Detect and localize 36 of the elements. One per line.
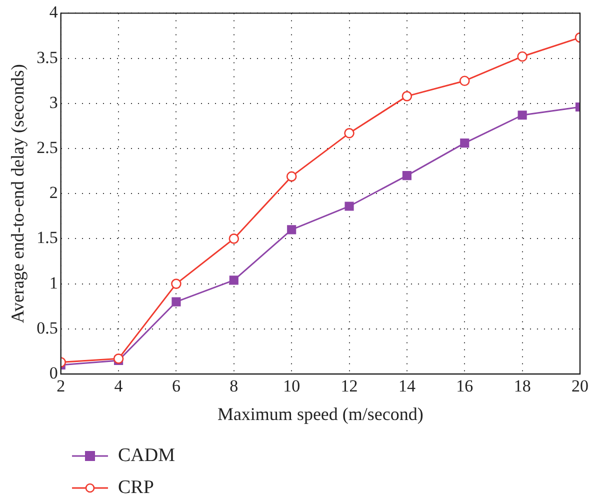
point [287, 225, 296, 234]
x-tick-label: 8 [230, 376, 238, 396]
point [228, 234, 240, 244]
point [402, 171, 412, 180]
x-tick-label: 14 [398, 376, 416, 396]
x-tick-label: 4 [114, 376, 124, 396]
x-tick-label: 20 [572, 376, 588, 396]
y-tick-label: 1.5 [36, 228, 58, 248]
y-tick-label: 4 [49, 2, 58, 22]
y-axis-title: Average end-to-end delay (seconds) [8, 64, 28, 324]
point [344, 202, 354, 211]
point [402, 91, 412, 102]
legend-label: CRP [118, 477, 154, 494]
point [517, 51, 528, 62]
y-tick-label: 0 [49, 363, 58, 382]
x-tick-label: 10 [283, 376, 300, 396]
x-axis-title: Maximum speed (m/second) [217, 404, 424, 424]
point [172, 297, 181, 306]
x-tick-label: 16 [456, 376, 474, 396]
point [459, 76, 470, 86]
point [460, 138, 470, 148]
point [344, 128, 354, 138]
point [286, 171, 297, 182]
y-tick-label: 0.5 [36, 318, 58, 338]
y-tick-label: 3 [49, 92, 58, 112]
y-tick-label: 3.5 [36, 48, 58, 67]
point [518, 110, 527, 120]
legend-label: CADM [118, 445, 176, 467]
y-tick-label: 2.5 [36, 138, 58, 157]
x-tick-label: 12 [340, 376, 358, 396]
x-tick-label: 18 [514, 376, 531, 396]
point [171, 278, 182, 289]
y-tick-label: 1 [49, 273, 58, 292]
y-tick-label: 2 [49, 183, 58, 202]
point [229, 276, 238, 285]
x-tick-label: 6 [172, 376, 180, 396]
